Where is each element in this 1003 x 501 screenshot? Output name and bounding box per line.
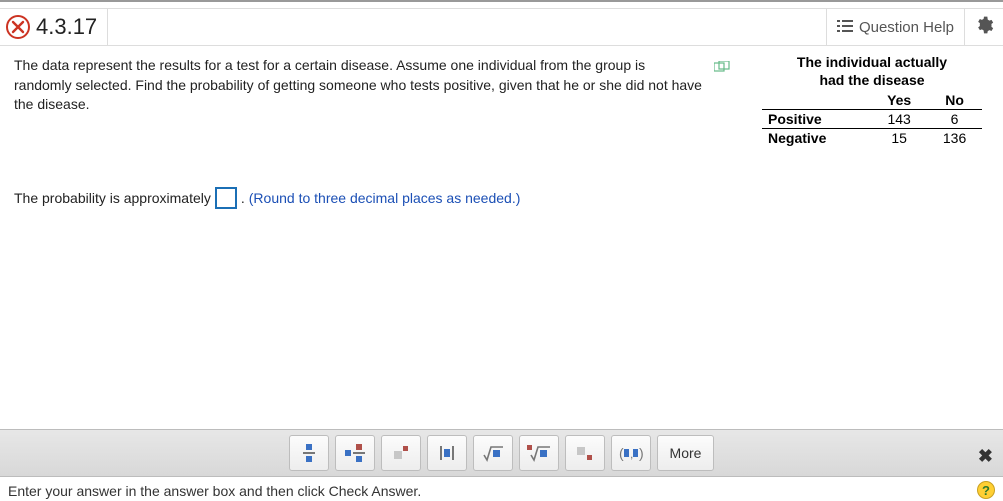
math-toolbar: (,) More — [0, 429, 1003, 477]
mixed-fraction-button[interactable] — [335, 435, 375, 471]
footer-hint: Enter your answer in the answer box and … — [8, 483, 1003, 499]
data-table: Yes No Positive 143 6 Negative 15 136 — [762, 91, 982, 147]
svg-text:,: , — [630, 447, 633, 461]
table-title: The individual actually had the disease — [762, 54, 982, 89]
absolute-value-button[interactable] — [427, 435, 467, 471]
question-id: 4.3.17 — [0, 9, 108, 45]
more-label: More — [670, 445, 702, 461]
rounding-note: (Round to three decimal places as needed… — [249, 190, 521, 206]
list-icon — [837, 19, 853, 36]
incorrect-x-icon — [6, 15, 30, 39]
row-label: Negative — [762, 129, 871, 148]
cell: 136 — [927, 129, 982, 148]
table-title-line1: The individual actually — [797, 54, 947, 70]
row-label: Positive — [762, 110, 871, 129]
svg-text:): ) — [639, 445, 643, 461]
table-row: Negative 15 136 — [762, 129, 982, 148]
question-help-button[interactable]: Question Help — [826, 9, 965, 45]
cell: 15 — [871, 129, 927, 148]
cell: 143 — [871, 110, 927, 129]
subscript-button[interactable] — [565, 435, 605, 471]
answer-prefix: The probability is approximately — [14, 190, 211, 206]
table-title-line2: had the disease — [819, 72, 924, 88]
popout-icon[interactable] — [714, 60, 730, 78]
svg-text:(: ( — [619, 445, 624, 461]
data-table-block: The individual actually had the disease … — [762, 54, 982, 147]
sqrt-button[interactable] — [473, 435, 513, 471]
table-corner — [762, 91, 871, 110]
ordered-pair-button[interactable]: (,) — [611, 435, 651, 471]
exponent-button[interactable] — [381, 435, 421, 471]
header-spacer — [108, 9, 826, 45]
question-mark-icon: ? — [982, 483, 990, 498]
close-icon: ✖ — [978, 446, 993, 466]
answer-line: The probability is approximately . (Roun… — [14, 187, 989, 209]
settings-button[interactable] — [965, 9, 1003, 45]
question-help-label: Question Help — [859, 19, 954, 36]
question-id-text: 4.3.17 — [36, 14, 97, 40]
question-header: 4.3.17 Question Help — [0, 8, 1003, 46]
close-toolbar-button[interactable]: ✖ — [978, 446, 993, 467]
cell: 6 — [927, 110, 982, 129]
help-badge[interactable]: ? — [977, 481, 995, 499]
gear-icon — [974, 15, 994, 40]
col-yes: Yes — [871, 91, 927, 110]
answer-suffix: . — [241, 190, 245, 206]
more-button[interactable]: More — [657, 435, 715, 471]
table-header-row: Yes No — [762, 91, 982, 110]
question-prompt: The data represent the results for a tes… — [14, 56, 704, 115]
fraction-button[interactable] — [289, 435, 329, 471]
top-nav-fragment — [0, 2, 1003, 8]
answer-input[interactable] — [215, 187, 237, 209]
nth-root-button[interactable] — [519, 435, 559, 471]
table-row: Positive 143 6 — [762, 110, 982, 129]
content-area: The data represent the results for a tes… — [0, 46, 1003, 219]
col-no: No — [927, 91, 982, 110]
